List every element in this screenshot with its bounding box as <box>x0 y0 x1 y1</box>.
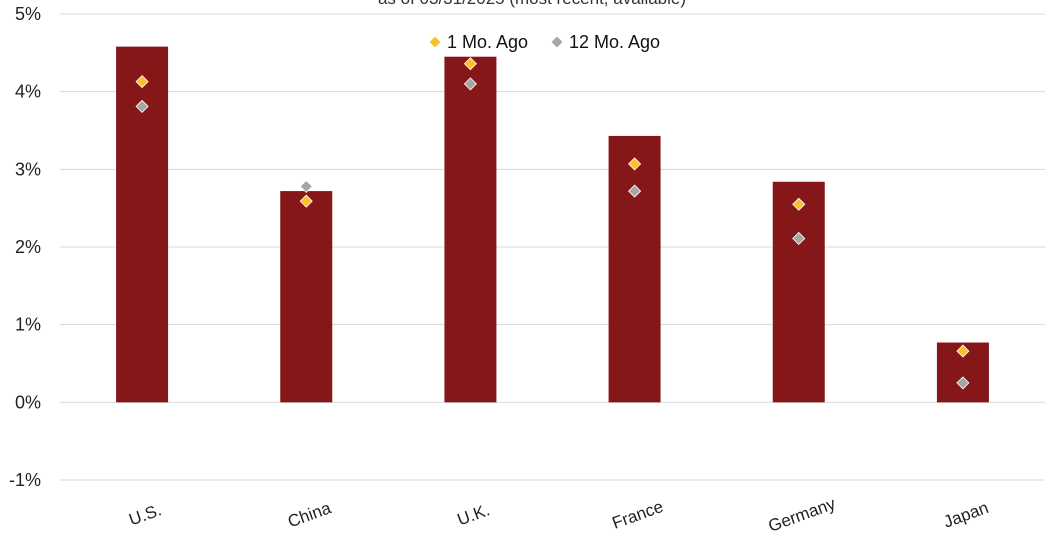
y-tick-label: 2% <box>15 237 41 257</box>
y-tick-label: 5% <box>15 4 41 24</box>
x-tick-label: U.S. <box>126 500 164 529</box>
y-tick-label: 4% <box>15 82 41 102</box>
y-tick-label: 3% <box>15 159 41 179</box>
legend-label: 12 Mo. Ago <box>569 32 660 52</box>
bar <box>280 191 333 403</box>
legend-label: 1 Mo. Ago <box>447 32 528 52</box>
marker-1mo-ago <box>792 197 806 211</box>
x-tick-label: Germany <box>766 494 839 536</box>
marker-12mo-ago <box>792 231 806 246</box>
bar <box>444 56 497 403</box>
bar <box>608 135 661 403</box>
chart-subtitle: as of 03/31/2025 (most recent, available… <box>378 0 686 8</box>
marker-1mo-ago <box>956 344 970 358</box>
marker-1mo-ago <box>299 194 313 208</box>
legend-marker-icon <box>428 35 442 49</box>
gridlines <box>60 13 1045 481</box>
chart-legend: 1 Mo. Ago 12 Mo. Ago <box>428 32 660 52</box>
marker-12mo-ago <box>135 99 149 113</box>
marker-12mo-ago <box>299 179 313 193</box>
x-axis-labels: U.S. China U.K. France Germany Japan <box>126 494 991 536</box>
y-axis-ticks: 5% 4% 3% 2% 1% 0% -1% <box>9 4 41 490</box>
x-tick-label: France <box>610 497 666 533</box>
markers <box>135 57 970 390</box>
x-tick-label: U.K. <box>455 500 493 529</box>
marker-1mo-ago <box>628 157 642 171</box>
bar <box>772 181 825 403</box>
x-tick-label: Japan <box>941 498 991 532</box>
marker-1mo-ago <box>463 57 477 71</box>
marker-1mo-ago <box>135 75 149 89</box>
y-tick-label: 0% <box>15 392 41 412</box>
y-tick-label: 1% <box>15 315 41 335</box>
x-tick-label: China <box>285 498 334 531</box>
y-tick-label: -1% <box>9 470 41 490</box>
marker-12mo-ago <box>463 77 477 91</box>
marker-12mo-ago <box>956 376 970 390</box>
bars <box>116 46 989 403</box>
legend-marker-icon <box>550 35 564 49</box>
marker-12mo-ago <box>628 184 642 198</box>
